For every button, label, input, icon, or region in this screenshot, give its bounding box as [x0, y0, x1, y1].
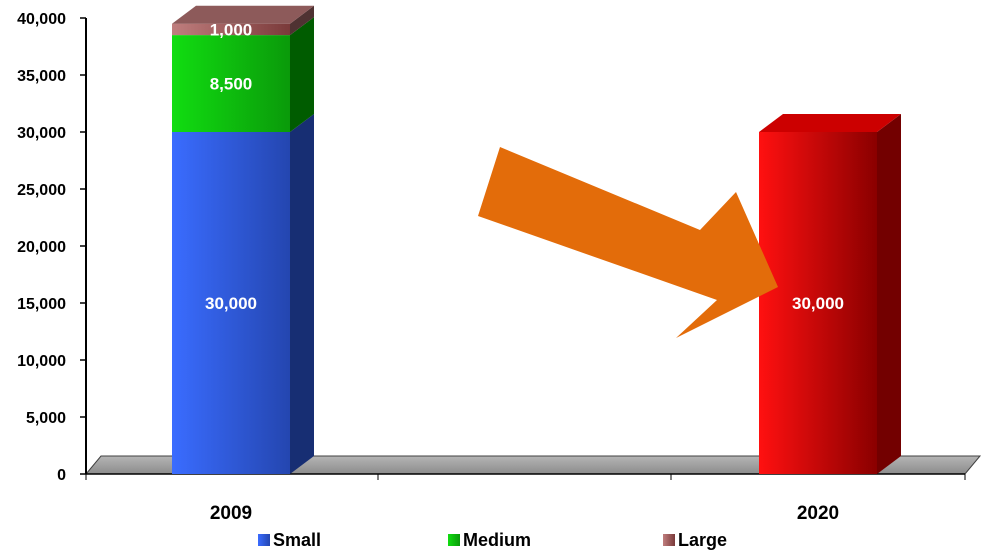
- y-tick-label: 10,000: [17, 353, 66, 370]
- legend-swatch: [448, 534, 460, 546]
- data-label: 30,000: [205, 294, 257, 313]
- bar-segment-large: [172, 5, 314, 36]
- y-tick-label: 0: [57, 467, 66, 484]
- bar-top-face: [759, 114, 901, 132]
- y-tick-label: 20,000: [17, 239, 66, 256]
- y-tick-label: 5,000: [26, 410, 66, 427]
- bar-side-face: [290, 5, 314, 36]
- data-label: 30,000: [792, 294, 844, 313]
- data-labels: 30,000 8,500 1,000 30,000: [205, 20, 844, 313]
- legend-label: Medium: [463, 530, 531, 550]
- legend-item-small: Small: [258, 530, 321, 550]
- bar-side-face: [290, 17, 314, 133]
- legend-item-large: Large: [663, 530, 727, 550]
- y-tick-label: 15,000: [17, 296, 66, 313]
- trend-arrow: [478, 147, 778, 338]
- legend: Small Medium Large: [258, 530, 727, 550]
- bars: [172, 5, 901, 474]
- x-tick-label: 2020: [797, 503, 839, 524]
- legend-swatch: [663, 534, 675, 546]
- bar-front-face: [172, 35, 290, 132]
- data-label: 8,500: [210, 75, 253, 94]
- bar-front-face: [759, 132, 877, 474]
- bar-segment-small: [172, 114, 314, 474]
- x-tick-label: 2009: [210, 503, 252, 524]
- x-axis: 2009 2020: [85, 473, 966, 524]
- bar-front-face: [172, 132, 290, 474]
- legend-label: Small: [273, 530, 321, 550]
- y-tick-label: 35,000: [17, 68, 66, 85]
- y-tick-label: 25,000: [17, 182, 66, 199]
- data-label: 1,000: [210, 20, 253, 39]
- bar-front-face: [172, 23, 290, 36]
- legend-swatch: [258, 534, 270, 546]
- bar-segment-small: [759, 114, 901, 474]
- bar-side-face: [877, 114, 901, 474]
- y-tick-label: 30,000: [17, 125, 66, 142]
- bar-top-face: [172, 5, 314, 24]
- y-tick-label: 40,000: [17, 11, 66, 28]
- bar-side-face: [290, 114, 314, 474]
- legend-label: Large: [678, 530, 727, 550]
- y-axis: 0 5,000 10,000 15,000 20,000 25,000 30,000 35,0…: [17, 11, 87, 484]
- legend-item-medium: Medium: [448, 530, 531, 550]
- bar-segment-medium: [172, 17, 314, 133]
